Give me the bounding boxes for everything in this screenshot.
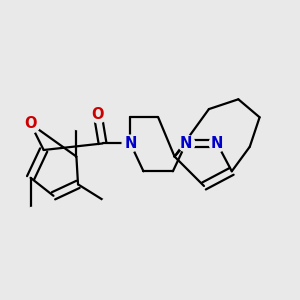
Text: N: N <box>124 136 136 151</box>
Text: O: O <box>92 106 104 122</box>
Text: O: O <box>24 116 37 131</box>
Text: N: N <box>180 136 192 151</box>
Text: N: N <box>211 136 223 151</box>
